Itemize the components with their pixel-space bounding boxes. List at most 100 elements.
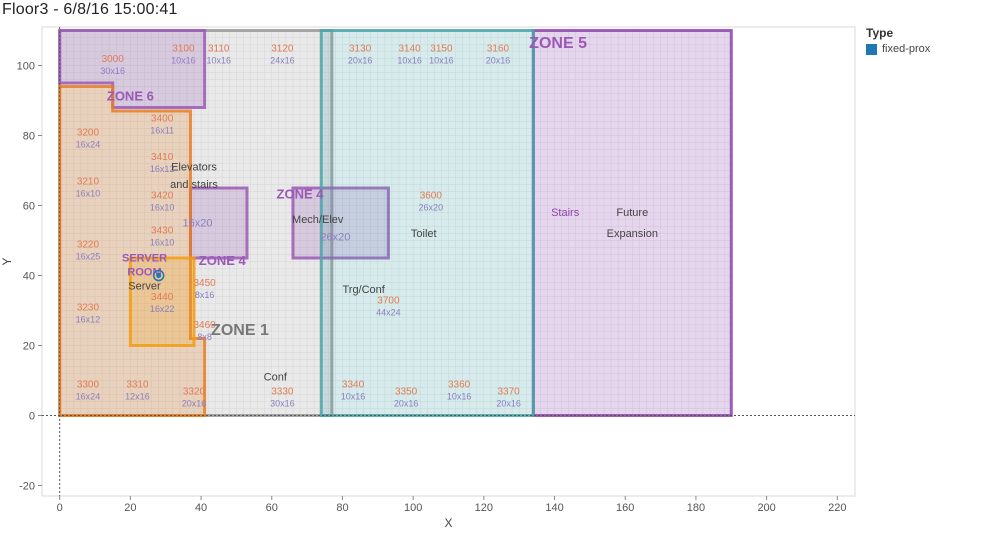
room-label: 3310 [126,380,149,391]
room-size: 16x12 [150,164,175,174]
room-size: 10x16 [397,56,422,66]
room-size: 16x10 [150,203,175,213]
annotation-label: ZONE 1 [211,322,269,339]
room-size: 12x16 [125,392,150,402]
room-label: 3440 [151,292,174,303]
annotation-label: ZONE 4 [277,187,325,202]
zone-polygon [531,29,733,417]
room-size: 16x10 [76,189,101,199]
room-size: 16x25 [76,252,101,262]
room-label: 3130 [349,44,372,55]
y-axis-label: Y [0,257,14,265]
legend-swatch [866,43,877,55]
annotation-label: 16x20 [183,218,213,230]
legend-title: Type [866,26,894,40]
room-label: 3230 [77,303,100,314]
x-tick-label: 160 [616,502,634,514]
x-tick-label: 100 [404,502,422,514]
room-size: 8x8 [197,332,212,342]
y-tick-label: 60 [23,201,35,213]
room-label: 3000 [102,54,125,65]
annotation-label: Conf [264,372,288,384]
room-label: 3200 [77,128,100,139]
room-label: 3120 [271,44,294,55]
room-label: 3350 [395,387,418,398]
room-label: 3320 [183,387,206,398]
y-tick-label: 0 [29,411,35,423]
x-tick-label: 180 [687,502,705,514]
x-tick-label: 140 [545,502,563,514]
x-axis-label: X [444,516,452,530]
zone-polygon [319,29,535,417]
room-label: 3210 [77,177,100,188]
zone-layer [58,29,733,417]
room-label: 3340 [342,380,365,391]
room-size: 26x20 [419,203,444,213]
room-label: 3160 [487,44,510,55]
axis-layer: 0 20 40 60 80 100 120 140 160 180 200 220 -20 0 20 40 60… [0,27,855,530]
room-size: 16x11 [150,126,174,136]
room-label: 3430 [151,226,174,237]
y-tick-label: -20 [19,481,35,493]
room-size: 30x16 [100,66,125,76]
room-label: 3220 [77,240,100,251]
room-label: 3100 [172,44,195,55]
annotation-label: Mech/Elev [292,214,344,226]
legend-item-fixed-prox[interactable]: fixed-prox [866,43,930,55]
x-tick-label: 220 [828,502,846,514]
point-layer [152,269,165,282]
room-size: 10x16 [429,56,454,66]
annotation-label: Stairs [551,207,580,219]
room-size: 10x16 [171,56,196,66]
room-size: 16x24 [76,140,101,150]
annotation-label: Server [128,281,161,293]
room-size: 16x24 [76,392,101,402]
room-label: 3420 [151,191,174,202]
room-size: 10x16 [206,56,231,66]
room-label: 3150 [430,44,453,55]
y-tick-label: 80 [23,131,35,143]
room-label: 3460 [193,320,216,331]
annotation-label: Expansion [607,228,658,240]
room-size: 44x24 [376,308,401,318]
annotation-label: 26x20 [320,232,350,244]
room-layer: 300030x16310010x16311010x16312024x163130… [76,44,521,409]
room-label: 3360 [448,380,471,391]
room-label: 3450 [193,278,216,289]
data-point-ring [152,269,165,282]
room-size: 20x16 [182,399,207,409]
annotation-label: ZONE 5 [529,35,587,52]
annotation-label: ZONE 4 [199,253,247,268]
room-size: 8x16 [195,290,215,300]
room-label: 3330 [271,387,294,398]
x-tick-label: 0 [57,502,63,514]
y-tick-label: 20 [23,341,35,353]
y-tick-label: 40 [23,271,35,283]
room-size: 16x10 [150,238,175,248]
annotation-label: Trg/Conf [342,284,385,296]
room-label: 3370 [497,387,520,398]
x-tick-label: 20 [124,502,136,514]
annotation-label: Toilet [411,228,437,240]
room-size: 16x22 [150,304,175,314]
annotation-label: Future [616,207,648,219]
x-tick-label: 120 [475,502,493,514]
room-label: 3600 [420,191,443,202]
room-size: 20x16 [394,399,419,409]
legend: Type fixed-prox [866,26,930,55]
room-label: 3400 [151,114,174,125]
room-size: 10x16 [341,392,366,402]
room-size: 10x16 [447,392,472,402]
annotation-label: and stairs [170,179,218,191]
room-size: 20x16 [496,399,521,409]
room-size: 16x12 [76,315,101,325]
annotation-layer: ZONE 5 ZONE 6 ZONE 4 ZONE 4 ZONE 1 Elevators a… [107,35,658,384]
room-label: 3700 [377,296,400,307]
annotation-label: Elevators [171,162,217,174]
zone-polygon [128,256,196,347]
room-size: 20x16 [486,56,511,66]
zone-polygon [291,186,390,260]
legend-label: fixed-prox [882,43,931,55]
room-label: 3410 [151,152,174,163]
x-tick-label: 40 [195,502,207,514]
